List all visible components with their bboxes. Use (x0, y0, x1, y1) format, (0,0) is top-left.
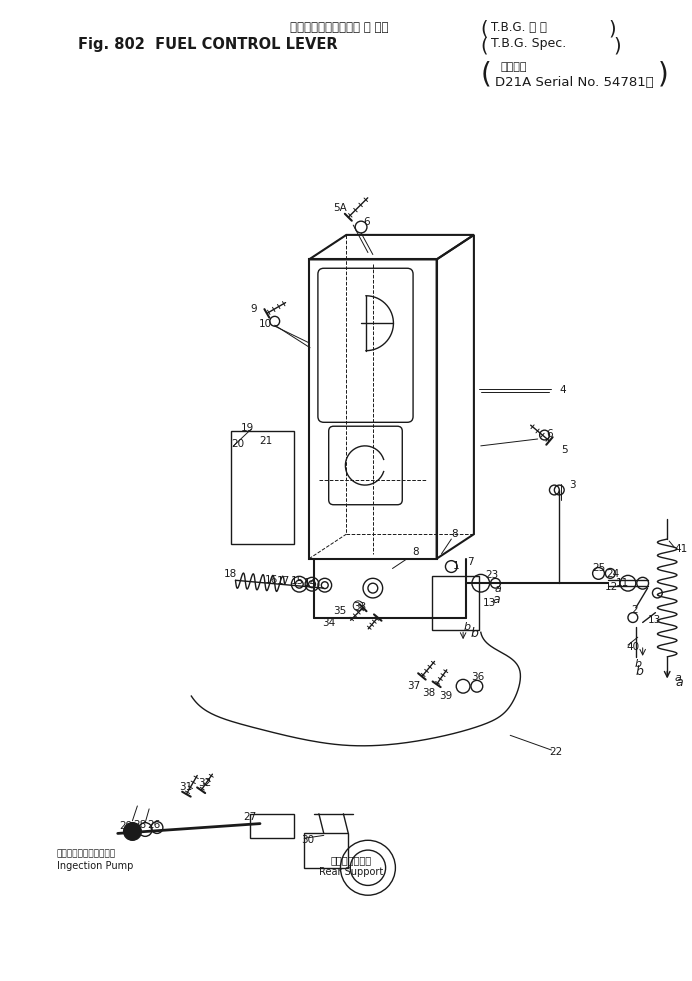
Text: T.B.G. Spec.: T.B.G. Spec. (491, 36, 566, 50)
Text: Rear Support: Rear Support (319, 867, 383, 877)
Text: 41: 41 (674, 544, 687, 554)
Text: リアーサポート: リアーサポート (331, 855, 372, 865)
Text: 15: 15 (291, 577, 304, 587)
Text: ): ) (608, 19, 616, 38)
Text: 12: 12 (604, 583, 618, 593)
Text: 8: 8 (412, 547, 419, 557)
Text: 8: 8 (451, 530, 458, 540)
Text: 23: 23 (486, 571, 499, 581)
Text: 26: 26 (147, 820, 161, 830)
Text: 6: 6 (363, 217, 370, 228)
Circle shape (124, 823, 141, 841)
Text: 2: 2 (631, 605, 637, 615)
Text: 32: 32 (198, 779, 212, 789)
Text: 6: 6 (547, 429, 553, 439)
Text: a: a (675, 673, 682, 683)
Bar (251, 814, 294, 839)
Text: 40: 40 (626, 643, 639, 652)
Text: T.B.G. 仕 様: T.B.G. 仕 様 (491, 21, 547, 34)
Text: 20: 20 (232, 439, 245, 449)
Text: 9: 9 (251, 303, 257, 314)
Text: インジェクションポンプ: インジェクションポンプ (57, 850, 116, 858)
Text: D21A Serial No. 54781～: D21A Serial No. 54781～ (495, 76, 654, 89)
Text: ): ) (657, 60, 668, 88)
Text: (: ( (481, 60, 491, 88)
Text: 27: 27 (244, 812, 257, 822)
Text: 18: 18 (224, 569, 237, 579)
Text: フュエルコントロール レ バー: フュエルコントロール レ バー (290, 21, 389, 34)
Text: a: a (675, 677, 683, 690)
Text: 14: 14 (304, 579, 318, 589)
Text: a: a (495, 585, 502, 594)
Text: 31: 31 (179, 783, 193, 793)
Text: (: ( (481, 36, 489, 56)
Text: Fig. 802  FUEL CONTROL LEVER: Fig. 802 FUEL CONTROL LEVER (78, 36, 338, 52)
Text: 34: 34 (322, 618, 335, 628)
Text: 33: 33 (353, 602, 367, 612)
Text: 10: 10 (259, 319, 272, 330)
Text: 1: 1 (453, 561, 460, 571)
Text: (: ( (481, 19, 489, 38)
Text: 19: 19 (240, 423, 254, 434)
Text: 5: 5 (561, 444, 568, 455)
Text: 35: 35 (334, 606, 347, 616)
Text: a: a (493, 594, 500, 606)
Text: 13: 13 (648, 615, 661, 625)
Text: 25: 25 (592, 563, 606, 573)
Text: b: b (636, 665, 644, 678)
Text: b: b (471, 628, 479, 641)
Text: 17: 17 (277, 577, 290, 587)
Text: 11: 11 (616, 579, 630, 589)
Text: 37: 37 (407, 682, 421, 692)
Text: 36: 36 (471, 672, 484, 682)
Text: 29: 29 (120, 821, 133, 831)
Text: 5A: 5A (334, 202, 347, 213)
Text: 39: 39 (439, 692, 453, 701)
Text: 3: 3 (569, 480, 576, 490)
Text: 4: 4 (559, 385, 566, 395)
Text: 30: 30 (301, 836, 314, 846)
Text: b: b (464, 623, 471, 633)
Text: 13: 13 (483, 598, 496, 608)
Text: ): ) (613, 36, 621, 56)
Text: 38: 38 (422, 689, 435, 698)
Text: Ingection Pump: Ingection Pump (57, 861, 134, 871)
Text: 7: 7 (467, 557, 473, 567)
Text: 28: 28 (134, 820, 147, 830)
Text: 適用号機: 適用号機 (500, 62, 527, 73)
Text: 21: 21 (259, 436, 272, 446)
Text: b: b (635, 659, 642, 669)
Text: 16: 16 (265, 576, 278, 586)
Text: 22: 22 (549, 748, 563, 757)
Text: 24: 24 (606, 569, 619, 579)
Bar (304, 834, 348, 868)
